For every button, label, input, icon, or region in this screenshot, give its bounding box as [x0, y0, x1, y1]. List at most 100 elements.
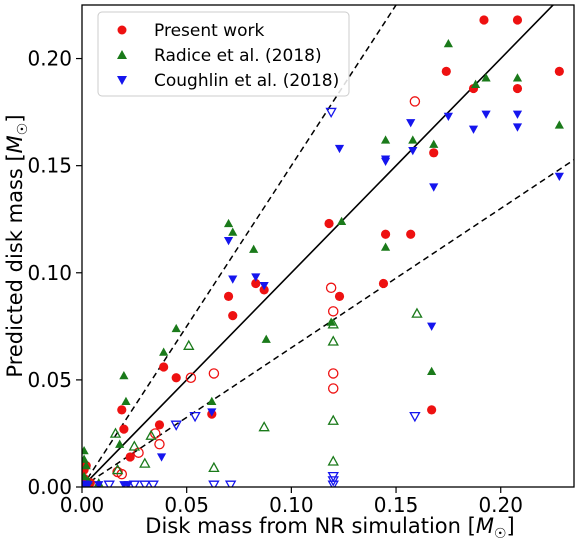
series-1-filled-point-24 [471, 79, 481, 88]
series-0-filled-point-19 [406, 229, 416, 239]
legend-box [97, 11, 350, 97]
series-1-filled-point-13 [228, 227, 238, 236]
x-axis-unit-sun: ☉ [494, 526, 507, 542]
x-tick-label-3: 0.15 [374, 493, 419, 517]
series-2-filled-point-4 [123, 481, 133, 487]
series-1-filled-point-12 [223, 218, 234, 228]
series-1-hollow-point-12 [411, 307, 423, 318]
series-1-points [82, 38, 564, 487]
series-0-filled-point-4 [117, 405, 127, 415]
series-0-filled-point-25 [512, 83, 523, 94]
x-tick-label-0: 0.00 [60, 493, 105, 517]
series-1-hollow-point-4 [145, 429, 157, 440]
series-0-hollow-point-5 [185, 372, 197, 383]
series-1-filled-point-16 [326, 317, 336, 326]
legend-marker-coughlin [117, 76, 127, 85]
series-0-hollow-point-8 [327, 306, 339, 317]
series-1-hollow-point-3 [139, 457, 151, 468]
legend-item-present-work: Present work [117, 21, 264, 41]
series-1-filled-point-10 [171, 323, 181, 333]
series-0-filled-point-20 [427, 405, 437, 415]
y-tick-label-3: 0.15 [27, 154, 72, 178]
series-0-filled-point-8 [159, 362, 169, 372]
series-0-hollow-point-9 [327, 368, 339, 379]
series-2-filled-point-21 [512, 110, 523, 119]
series-1-filled-point-2 [82, 460, 91, 470]
series-1-filled-point-27 [554, 120, 564, 129]
series-2-filled-point-23 [554, 172, 564, 181]
series-0-hollow-point-4 [154, 438, 165, 450]
series-1-filled-point-7 [119, 371, 129, 380]
series-2-filled-point-14 [406, 119, 416, 128]
series-0-filled-point-5 [119, 424, 129, 434]
series-1-filled-point-6 [115, 439, 125, 448]
series-1-hollow-point-11 [327, 455, 339, 466]
series-2-hollow-point-4 [147, 480, 159, 487]
x-axis-title: Disk mass from NR simulation [M☉] [145, 514, 514, 542]
x-tick-label-2: 0.10 [269, 493, 314, 517]
series-2-hollow-point-5 [170, 420, 182, 431]
series-1-filled-point-1 [82, 454, 89, 463]
series-2-hollow-point-6 [189, 411, 201, 423]
series-1-filled-point-3 [82, 471, 89, 480]
series-2-hollow-point-8 [224, 480, 237, 487]
series-0-hollow-point-6 [208, 368, 220, 379]
series-2-filled-point-11 [334, 144, 345, 154]
y-tick-label-1: 0.05 [27, 368, 72, 392]
series-0-filled-point-18 [380, 229, 391, 239]
series-1-filled-point-19 [380, 135, 391, 144]
legend-label-present-work: Present work [154, 21, 264, 41]
series-2-filled-point-20 [481, 110, 491, 119]
series-0-filled-point-12 [228, 311, 238, 321]
x-tick-label-4: 0.20 [478, 493, 523, 517]
legend-marker-radice [117, 50, 127, 59]
series-2-points [82, 107, 564, 487]
series-1-filled-point-8 [121, 396, 131, 405]
series-1-hollow-point-10 [327, 414, 339, 425]
series-1-hollow-point-6 [208, 461, 220, 473]
series-2-hollow-point-3 [139, 480, 151, 487]
plot-area [82, 5, 574, 487]
series-0-filled-point-27 [554, 66, 564, 77]
series-1-hollow-point-7 [258, 421, 270, 432]
series-1-hollow-point-5 [183, 339, 195, 350]
y-axis-unit-m: M [3, 135, 27, 153]
y-axis-title-text: Predicted disk mass [ [3, 153, 27, 377]
series-2-hollow-point-12 [327, 480, 339, 487]
series-1-filled-point-18 [380, 242, 391, 251]
legend-marker-present-work [117, 25, 127, 35]
plot-frame [81, 4, 575, 488]
series-1-filled-point-25 [481, 73, 491, 82]
series-2-filled-point-18 [443, 112, 453, 121]
series-2-filled-point-2 [94, 481, 104, 487]
y-tick-label-4: 0.20 [27, 47, 72, 71]
y-tick-label-0: 0.00 [27, 475, 72, 499]
legend-label-coughlin: Coughlin et al. (2018) [154, 71, 339, 91]
series-0-filled-point-21 [429, 148, 439, 158]
series-1-filled-point-20 [408, 135, 418, 144]
series-2-filled-point-13 [380, 155, 391, 164]
series-0-filled-point-13 [251, 278, 261, 289]
legend-item-radice: Radice et al. (2018) [117, 46, 322, 66]
legend-label-radice: Radice et al. (2018) [154, 46, 322, 66]
series-1-filled-point-26 [512, 73, 523, 82]
x-axis-title-close: ] [507, 514, 515, 538]
series-2-filled-point-19 [468, 125, 479, 134]
series-0-filled-point-17 [378, 278, 389, 289]
series-2-filled-point-9 [251, 273, 261, 282]
series-1-filled-point-11 [207, 396, 217, 405]
x-tick-label-1: 0.05 [164, 493, 209, 517]
series-2-filled-point-7 [223, 236, 234, 246]
series-0-filled-point-24 [479, 15, 489, 25]
series-1-filled-point-22 [429, 139, 439, 148]
series-0-filled-point-9 [171, 373, 181, 383]
series-2-filled-point-6 [207, 408, 217, 417]
series-0-filled-point-11 [223, 291, 234, 301]
series-2-filled-point-22 [512, 123, 523, 132]
series-2-hollow-point-1 [103, 480, 115, 487]
series-2-filled-point-1 [83, 481, 93, 487]
series-1-hollow-point-9 [327, 335, 339, 346]
series-1-hollow-point-1 [111, 463, 124, 475]
series-1-hollow-point-2 [128, 440, 141, 451]
series-1-filled-point-17 [337, 216, 347, 226]
